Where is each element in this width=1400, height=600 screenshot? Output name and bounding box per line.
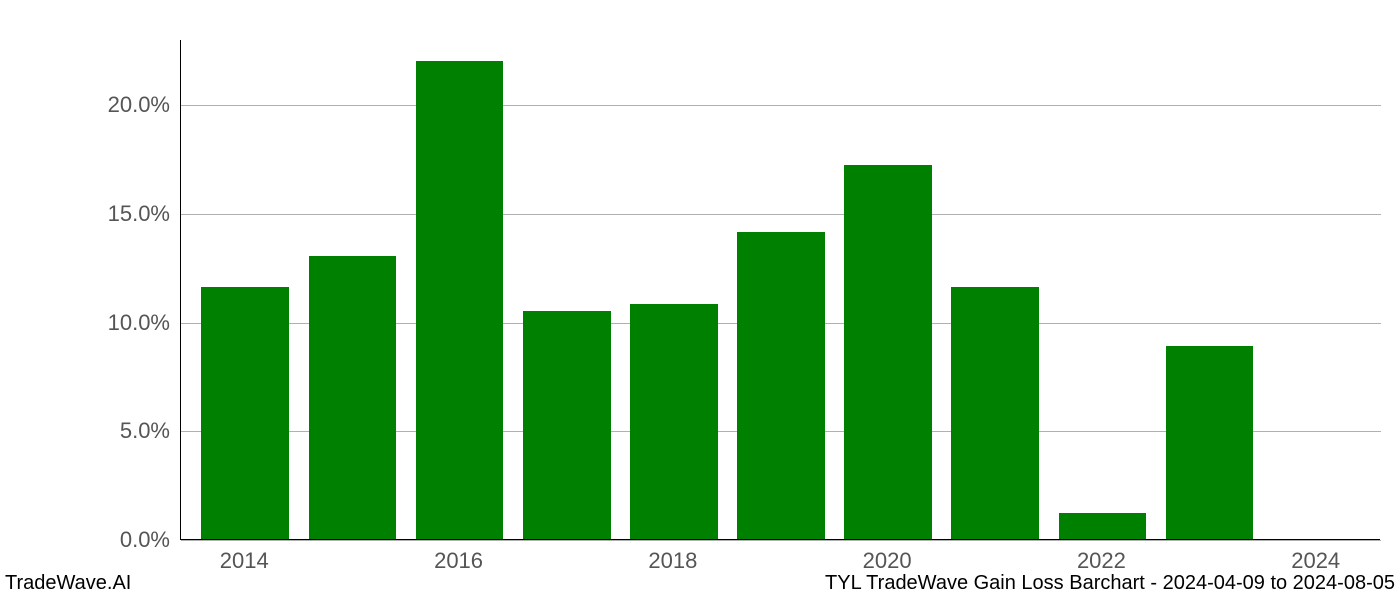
chart-container — [180, 40, 1380, 540]
plot-area — [180, 40, 1380, 540]
x-tick-label: 2022 — [1061, 548, 1141, 574]
x-tick-label: 2020 — [847, 548, 927, 574]
bar — [630, 304, 718, 539]
x-tick-label: 2024 — [1276, 548, 1356, 574]
bar — [737, 232, 825, 539]
bar — [844, 165, 932, 539]
y-tick-label: 0.0% — [70, 527, 170, 553]
bar — [416, 61, 504, 539]
footer-right-text: TYL TradeWave Gain Loss Barchart - 2024-… — [825, 572, 1395, 595]
y-tick-label: 5.0% — [70, 418, 170, 444]
bar — [1166, 346, 1254, 539]
y-tick-label: 20.0% — [70, 92, 170, 118]
y-gridline — [181, 540, 1381, 541]
x-tick-label: 2016 — [419, 548, 499, 574]
y-tick-label: 15.0% — [70, 201, 170, 227]
x-tick-label: 2014 — [204, 548, 284, 574]
bar — [523, 311, 611, 539]
y-tick-label: 10.0% — [70, 310, 170, 336]
footer-left-text: TradeWave.AI — [5, 572, 131, 595]
bar — [951, 287, 1039, 539]
bar — [1059, 513, 1147, 539]
y-gridline — [181, 105, 1381, 106]
x-tick-label: 2018 — [633, 548, 713, 574]
bar — [201, 287, 289, 539]
y-gridline — [181, 214, 1381, 215]
bar — [309, 256, 397, 539]
